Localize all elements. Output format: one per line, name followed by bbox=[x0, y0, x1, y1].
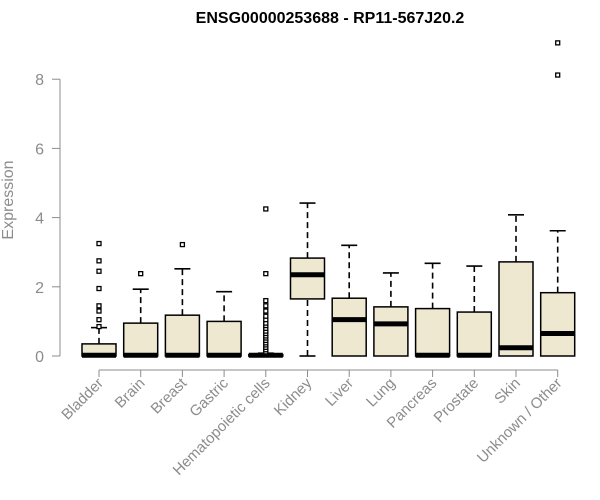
box-iqr bbox=[331, 297, 367, 357]
x-tick-label: Skin bbox=[491, 375, 524, 408]
x-tick-label: Breast bbox=[148, 374, 191, 417]
box-iqr bbox=[373, 306, 409, 357]
outlier-point bbox=[96, 323, 102, 330]
box-brain bbox=[122, 271, 159, 358]
outlier-point bbox=[555, 40, 561, 46]
y-tick-label: 4 bbox=[35, 211, 44, 228]
box-breast bbox=[164, 241, 201, 358]
chart-title: ENSG00000253688 - RP11-567J20.2 bbox=[196, 10, 465, 27]
box-lung bbox=[373, 272, 409, 357]
x-tick-label: Prostate bbox=[431, 375, 483, 427]
box-iqr bbox=[206, 320, 242, 357]
outlier-point bbox=[96, 303, 102, 309]
box-gastric bbox=[206, 290, 242, 358]
outlier-point bbox=[263, 206, 269, 212]
box-liver bbox=[331, 244, 367, 357]
y-axis-label: Expression bbox=[0, 160, 17, 239]
x-tick-label: Brain bbox=[112, 375, 149, 412]
outlier-point bbox=[263, 303, 269, 309]
box-iqr bbox=[539, 291, 576, 357]
y-tick-label: 6 bbox=[35, 141, 44, 158]
outlier-point bbox=[96, 240, 102, 247]
box-prostate bbox=[456, 265, 493, 358]
y-tick-label: 8 bbox=[35, 72, 44, 89]
y-tick-label: 2 bbox=[35, 280, 44, 297]
box-kidney bbox=[289, 202, 326, 357]
outlier-point bbox=[179, 241, 186, 248]
box-skin bbox=[498, 214, 534, 357]
outlier-point bbox=[138, 271, 144, 277]
box-iqr bbox=[122, 322, 159, 357]
x-tick-label: Liver bbox=[322, 375, 357, 410]
box-iqr bbox=[414, 307, 451, 357]
box-pancreas bbox=[414, 262, 451, 358]
boxes-group bbox=[81, 40, 576, 358]
x-tick-label: Kidney bbox=[271, 374, 316, 419]
outlier-point bbox=[96, 317, 102, 323]
outlier-point bbox=[96, 285, 102, 292]
outlier-point bbox=[96, 268, 102, 274]
box-iqr bbox=[164, 314, 201, 357]
outlier-point bbox=[263, 308, 269, 314]
x-tick-label: Bladder bbox=[58, 375, 107, 424]
outlier-point bbox=[555, 72, 561, 78]
box-unknown-other bbox=[539, 40, 576, 357]
box-bladder bbox=[81, 240, 117, 358]
outlier-point bbox=[263, 297, 269, 304]
box-iqr bbox=[289, 257, 326, 300]
outlier-point bbox=[263, 271, 269, 277]
box-iqr bbox=[456, 311, 493, 357]
outlier-point bbox=[263, 313, 269, 319]
box-hematopoietic-cells bbox=[248, 206, 284, 358]
y-axis: 0 2 4 6 8 bbox=[35, 72, 61, 366]
outlier-point bbox=[96, 308, 102, 314]
box-iqr bbox=[498, 261, 534, 357]
outlier-point bbox=[96, 258, 102, 264]
y-tick-label: 0 bbox=[35, 349, 44, 366]
x-tick-label: Lung bbox=[363, 375, 399, 411]
